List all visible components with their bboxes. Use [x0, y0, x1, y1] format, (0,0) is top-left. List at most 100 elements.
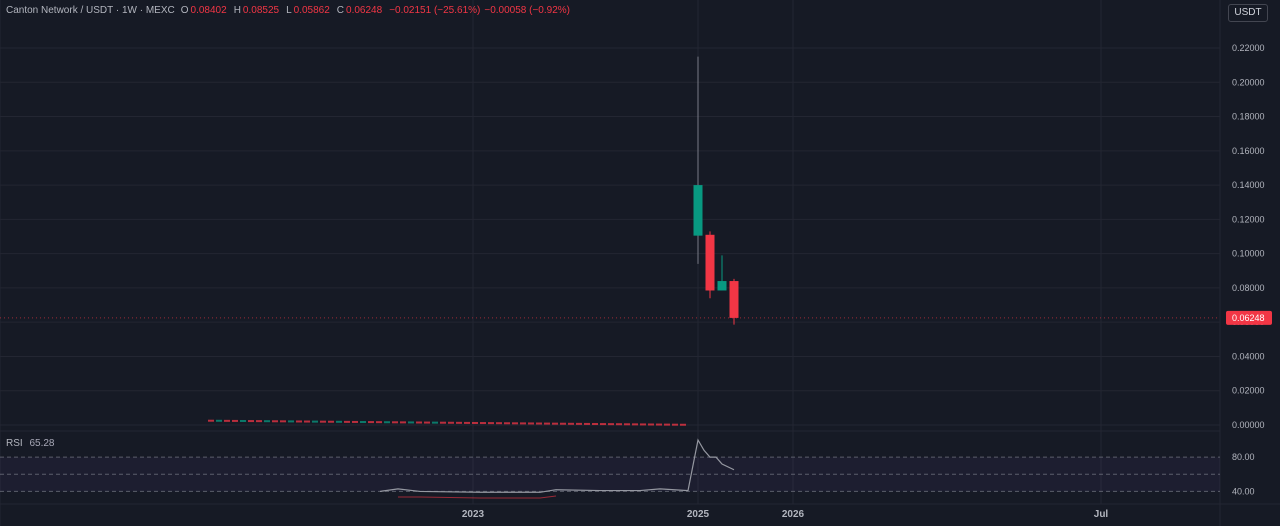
price-tick-label: 0.12000 — [1232, 214, 1265, 224]
high-label: H — [233, 5, 241, 16]
historical-candle — [480, 422, 486, 425]
historical-candle — [608, 423, 614, 426]
historical-candle — [224, 419, 230, 422]
currency-button[interactable]: USDT — [1228, 4, 1268, 22]
historical-candle — [440, 421, 446, 424]
historical-candle — [360, 421, 366, 424]
time-axis[interactable]: 2023 2025 2026 Jul — [462, 509, 1109, 520]
open-value: 0.08402 — [190, 5, 227, 16]
price-tick-label: 0.10000 — [1232, 249, 1265, 259]
rsi-legend: RSI 65.28 — [6, 438, 54, 450]
historical-candle — [600, 423, 606, 426]
historical-candle — [336, 420, 342, 423]
historical-candle — [576, 422, 582, 425]
price-tick-label: 0.16000 — [1232, 146, 1265, 156]
historical-candle — [368, 421, 374, 424]
historical-candle — [264, 420, 270, 423]
historical-candle — [432, 421, 438, 424]
last-price-badge — [1226, 310, 1272, 325]
historical-candle — [520, 422, 526, 425]
low-value: 0.05862 — [293, 5, 330, 16]
historical-candle — [312, 420, 318, 423]
symbol-title[interactable]: Canton Network / USDT · 1W · MEXC — [6, 5, 175, 16]
change-value-secondary: −0.00058 (−0.92%) — [484, 5, 570, 16]
price-tick-label: 0.14000 — [1232, 180, 1265, 190]
historical-candle — [384, 421, 390, 424]
close-label: C — [336, 5, 345, 16]
rsi-value: 65.28 — [29, 438, 55, 449]
candle-body — [693, 185, 703, 236]
historical-candle — [416, 421, 422, 424]
open-label: O — [180, 5, 189, 16]
historical-candle — [616, 423, 622, 426]
historical-candle — [472, 421, 478, 424]
candles — [0, 56, 1220, 325]
historical-candle — [584, 422, 590, 425]
time-tick-label: 2023 — [462, 509, 485, 520]
price-tick-label: 0.02000 — [1232, 386, 1265, 396]
historical-candle — [392, 421, 398, 424]
historical-candle — [568, 422, 574, 425]
historical-candles — [208, 419, 686, 426]
historical-candle — [240, 419, 246, 422]
price-tick-label: 0.04000 — [1232, 351, 1265, 361]
historical-candle — [680, 423, 686, 426]
rsi-tick-label: 80.00 — [1232, 452, 1255, 462]
price-tick-label: 0.20000 — [1232, 77, 1265, 87]
historical-candle — [248, 420, 254, 423]
historical-candle — [376, 421, 382, 424]
historical-candle — [232, 419, 238, 422]
price-tick-label: 0.08000 — [1232, 283, 1265, 293]
high-value: 0.08525 — [242, 5, 280, 16]
historical-candle — [664, 423, 670, 426]
rsi-line — [379, 438, 735, 493]
price-axis[interactable]: 0.22000 0.20000 0.18000 0.16000 0.14000 0.120… — [1226, 43, 1272, 430]
historical-candle — [288, 420, 294, 423]
price-tick-label: 0.22000 — [1232, 43, 1265, 53]
price-tick-label: 0.18000 — [1232, 112, 1265, 122]
historical-candle — [496, 422, 502, 425]
historical-candle — [208, 419, 214, 422]
historical-candle — [328, 420, 334, 423]
close-value: 0.06248 — [346, 5, 383, 16]
historical-candle — [656, 423, 662, 426]
historical-candle — [640, 423, 646, 426]
historical-candle — [280, 420, 286, 423]
historical-candle — [272, 420, 278, 423]
historical-candle — [304, 420, 310, 423]
time-tick-label: 2026 — [782, 509, 805, 520]
price-tick-label: 0.00000 — [1232, 420, 1265, 430]
historical-candle — [320, 420, 326, 423]
rsi-tick-label: 40.00 — [1232, 486, 1255, 496]
historical-candle — [632, 423, 638, 426]
rsi-pane: 80.00 40.00 — [0, 438, 1255, 499]
historical-candle — [408, 421, 414, 424]
historical-candle — [216, 419, 222, 422]
historical-candle — [544, 422, 550, 425]
historical-candle — [448, 421, 454, 424]
low-label: L — [286, 5, 292, 16]
time-tick-label: Jul — [1094, 509, 1109, 520]
change-value: −0.02151 (−25.61%) — [389, 5, 481, 16]
historical-candle — [400, 421, 406, 424]
historical-candle — [552, 422, 558, 425]
historical-candle — [256, 420, 262, 423]
candle-body — [729, 281, 739, 318]
historical-candle — [648, 423, 654, 426]
rsi-label: RSI — [6, 438, 23, 449]
historical-candle — [464, 421, 470, 424]
historical-candle — [528, 422, 534, 425]
rsi-oversold-fill — [398, 495, 557, 499]
historical-candle — [624, 423, 630, 426]
historical-candle — [504, 422, 510, 425]
historical-candle — [456, 421, 462, 424]
candle-body — [717, 281, 727, 291]
historical-candle — [344, 420, 350, 423]
symbol-legend: Canton Network / USDT · 1W · MEXC O 0.084… — [6, 4, 570, 18]
time-tick-label: 2025 — [687, 509, 710, 520]
historical-candle — [296, 420, 302, 423]
historical-candle — [560, 422, 566, 425]
historical-candle — [672, 423, 678, 426]
